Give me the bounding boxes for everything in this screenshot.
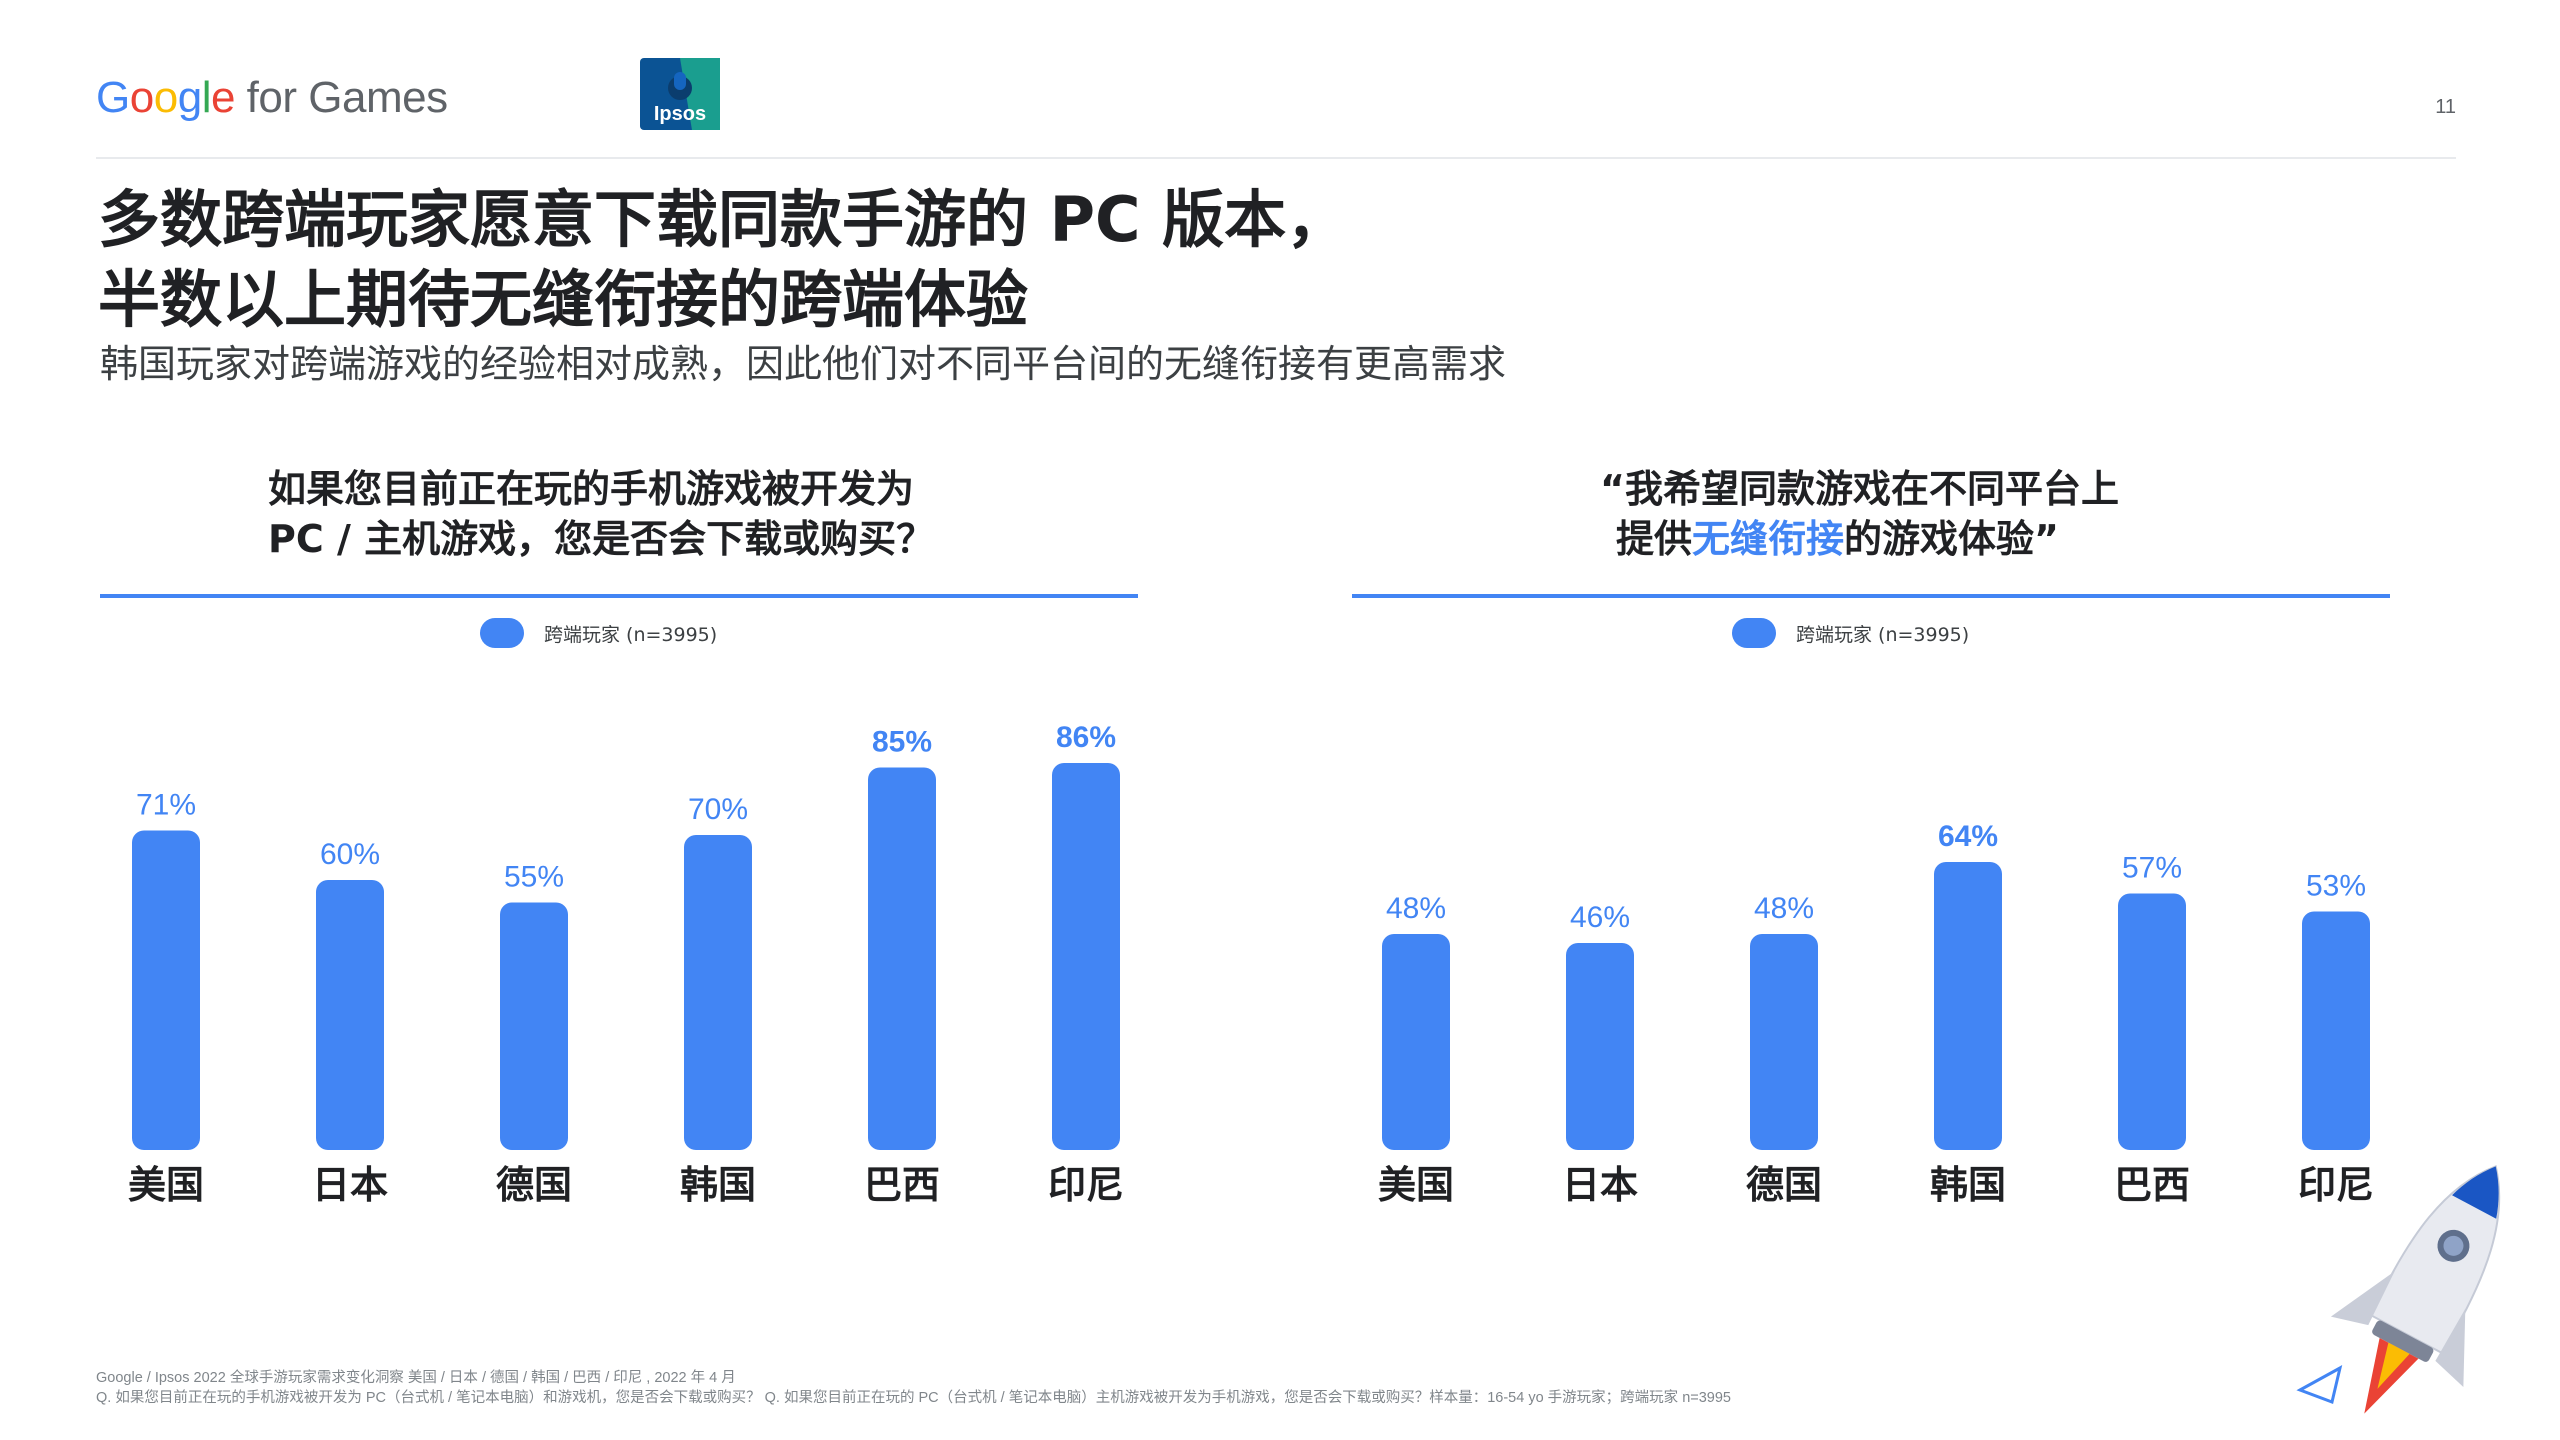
right-value-label-5: 53% bbox=[2306, 870, 2366, 903]
right-value-label-4: 57% bbox=[2122, 852, 2182, 885]
legend-label: 跨端玩家 (n=3995) bbox=[1796, 623, 1970, 646]
legend-swatch bbox=[1732, 618, 1776, 648]
left-value-label-3: 70% bbox=[688, 793, 748, 826]
left-value-label-4: 85% bbox=[872, 726, 932, 759]
right-category-label-5: 印尼 bbox=[2298, 1163, 2374, 1207]
right-bar-4 bbox=[2118, 893, 2186, 1150]
right-category-label-3: 韩国 bbox=[1930, 1163, 2006, 1207]
left-value-label-5: 86% bbox=[1056, 721, 1116, 754]
google-for-games-logo: Google for Games bbox=[96, 73, 448, 123]
left-chart-legend: 跨端玩家 (n=3995) bbox=[480, 618, 717, 648]
left-bar-3 bbox=[684, 835, 752, 1150]
left-category-label-4: 巴西 bbox=[864, 1163, 940, 1207]
left-bar-0 bbox=[132, 830, 200, 1150]
right-value-label-2: 48% bbox=[1754, 892, 1814, 925]
left-bar-4 bbox=[868, 767, 936, 1150]
right-value-label-3: 64% bbox=[1938, 820, 1998, 853]
left-bar-5 bbox=[1052, 763, 1120, 1150]
right-panel-divider bbox=[1352, 594, 2390, 598]
right-bar-3 bbox=[1934, 862, 2002, 1150]
right-question-pre: 提供 bbox=[1616, 517, 1693, 561]
slide-title: 多数跨端玩家愿意下载同款手游的 PC 版本， 半数以上期待无缝衔接的跨端体验 bbox=[98, 180, 1348, 340]
left-bar-chart: 71% 美国 60% 日本 55% 德国 70% 韩国 85% 巴西 86% 印尼 bbox=[128, 721, 1124, 1207]
rocket-illustration bbox=[2296, 1165, 2501, 1414]
left-panel-question: 如果您目前正在玩的手机游戏被开发为 PC / 主机游戏，您是否会下载或购买？ bbox=[268, 464, 934, 564]
legend-swatch bbox=[480, 618, 524, 648]
page-number: 11 bbox=[2435, 96, 2456, 118]
footnote-line-1: Google / Ipsos 2022 全球手游玩家需求变化洞察 美国 / 日本… bbox=[96, 1370, 736, 1386]
right-category-label-1: 日本 bbox=[1562, 1163, 1638, 1207]
left-bar-1 bbox=[316, 880, 384, 1150]
left-value-label-0: 71% bbox=[136, 789, 196, 822]
right-category-label-0: 美国 bbox=[1378, 1163, 1454, 1207]
right-question-post: 的游戏体验” bbox=[1844, 517, 2060, 561]
right-bar-5 bbox=[2302, 911, 2370, 1150]
header-logos: Google for Games Ipsos bbox=[96, 58, 720, 138]
right-category-label-4: 巴西 bbox=[2114, 1163, 2190, 1207]
left-question-line-1: 如果您目前正在玩的手机游戏被开发为 bbox=[268, 467, 915, 511]
left-category-label-0: 美国 bbox=[128, 1163, 204, 1207]
right-question-line-1: “我希望同款游戏在不同平台上 bbox=[1600, 467, 2119, 511]
ipsos-logo-text: Ipsos bbox=[654, 103, 706, 125]
right-bar-chart: 48% 美国 46% 日本 48% 德国 64% 韩国 57% 巴西 53% 印尼 bbox=[1378, 820, 2374, 1207]
right-question-highlight: 无缝衔接 bbox=[1692, 517, 1845, 561]
slide-title-line-1: 多数跨端玩家愿意下载同款手游的 PC 版本， bbox=[98, 183, 1349, 256]
left-panel-divider bbox=[100, 594, 1138, 598]
slide-subtitle: 韩国玩家对跨端游戏的经验相对成熟，因此他们对不同平台间的无缝衔接有更高需求 bbox=[100, 342, 1507, 386]
right-category-label-2: 德国 bbox=[1746, 1163, 1822, 1207]
footnote-line-2: Q. 如果您目前正在玩的手机游戏被开发为 PC（台式机 / 笔记本电脑）和游戏机… bbox=[96, 1390, 1731, 1406]
right-value-label-1: 46% bbox=[1570, 901, 1630, 934]
right-question-line-2: 提供无缝衔接的游戏体验” bbox=[1600, 514, 2119, 564]
left-value-label-2: 55% bbox=[504, 861, 564, 894]
ipsos-logo: Ipsos bbox=[640, 58, 720, 130]
source-footnote: Google / Ipsos 2022 全球手游玩家需求变化洞察 美国 / 日本… bbox=[96, 1368, 1731, 1408]
right-chart-legend: 跨端玩家 (n=3995) bbox=[1732, 618, 1969, 648]
right-bar-2 bbox=[1750, 934, 1818, 1150]
right-panel-question: “我希望同款游戏在不同平台上 提供无缝衔接的游戏体验” bbox=[1600, 464, 2119, 564]
slide-title-line-2: 半数以上期待无缝衔接的跨端体验 bbox=[98, 263, 1029, 336]
left-category-label-5: 印尼 bbox=[1048, 1163, 1124, 1207]
header-divider bbox=[96, 157, 2456, 159]
right-bar-0 bbox=[1382, 934, 1450, 1150]
right-value-label-0: 48% bbox=[1386, 892, 1446, 925]
left-category-label-2: 德国 bbox=[496, 1163, 572, 1207]
left-value-label-1: 60% bbox=[320, 838, 380, 871]
legend-label: 跨端玩家 (n=3995) bbox=[544, 623, 718, 646]
left-category-label-3: 韩国 bbox=[680, 1163, 756, 1207]
left-category-label-1: 日本 bbox=[312, 1163, 388, 1207]
right-bar-1 bbox=[1566, 943, 1634, 1150]
logo-suffix: for Games bbox=[234, 73, 448, 122]
google-wordmark: Google bbox=[96, 73, 235, 122]
left-question-line-2: PC / 主机游戏，您是否会下载或购买？ bbox=[268, 517, 935, 561]
left-bar-2 bbox=[500, 902, 568, 1150]
